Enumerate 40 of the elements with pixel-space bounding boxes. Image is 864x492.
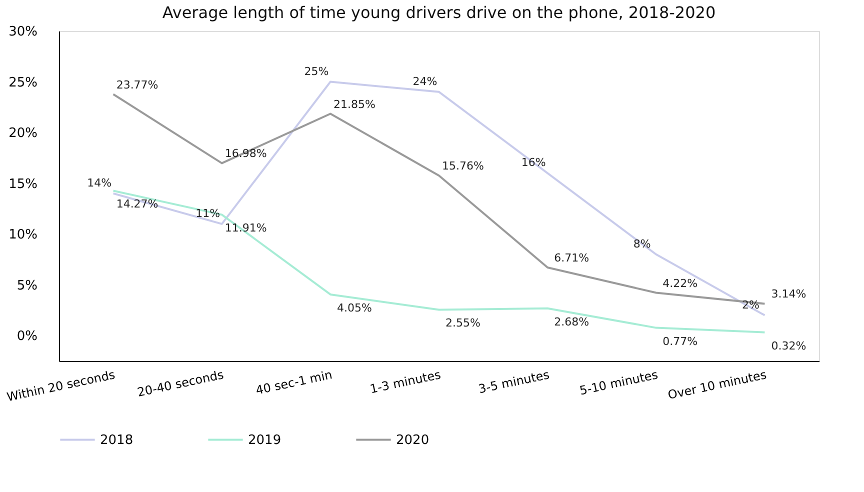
data-label: 16% — [521, 156, 546, 170]
data-label: 0.32% — [771, 339, 806, 352]
legend-label: 2018 — [100, 432, 134, 448]
x-tick-label: 5-10 minutes — [578, 368, 660, 398]
x-tick-label: Within 20 seconds — [6, 368, 116, 404]
data-label: 23.77% — [116, 78, 158, 92]
data-label: 11.91% — [224, 222, 267, 235]
x-tick-label: 40 sec-1 min — [254, 368, 334, 398]
y-tick-label: 15% — [8, 176, 38, 192]
data-label: 24% — [412, 74, 438, 88]
data-label: 3.14% — [771, 288, 806, 301]
data-label: 6.71% — [554, 251, 590, 264]
data-label: 16.98% — [224, 147, 267, 160]
data-label: 4.22% — [662, 276, 698, 290]
data-label: 15.76% — [442, 160, 484, 173]
legend-label: 2020 — [396, 432, 430, 448]
data-label: 2.68% — [554, 315, 590, 328]
x-tick-label: 1-3 minutes — [368, 368, 442, 396]
data-label: 11% — [196, 206, 220, 220]
y-tick-label: 25% — [8, 75, 38, 90]
y-tick-label: 20% — [8, 126, 38, 142]
y-tick-label: 10% — [8, 228, 38, 243]
data-label: 25% — [304, 64, 329, 78]
x-tick-label: 20-40 seconds — [136, 368, 225, 400]
data-label: 0.77% — [662, 334, 698, 348]
x-tick-label: Over 10 minutes — [666, 368, 768, 402]
y-tick-label: 0% — [16, 329, 38, 344]
data-label: 2% — [742, 298, 760, 312]
data-label: 2.55% — [446, 316, 480, 330]
legend-label: 2019 — [248, 432, 282, 448]
data-label: 21.85% — [333, 98, 376, 111]
y-tick-label: 30% — [8, 24, 38, 40]
data-label: 4.05% — [336, 301, 372, 314]
data-label: 14.27% — [116, 198, 158, 211]
data-label: 14% — [87, 176, 112, 190]
chart-title: Average length of time young drivers drive on the phone, 2018-2020 — [162, 3, 716, 22]
x-tick-label: 3-5 minutes — [477, 368, 551, 396]
y-tick-label: 5% — [16, 278, 38, 294]
data-label: 8% — [633, 237, 651, 250]
line-series — [112, 190, 766, 334]
